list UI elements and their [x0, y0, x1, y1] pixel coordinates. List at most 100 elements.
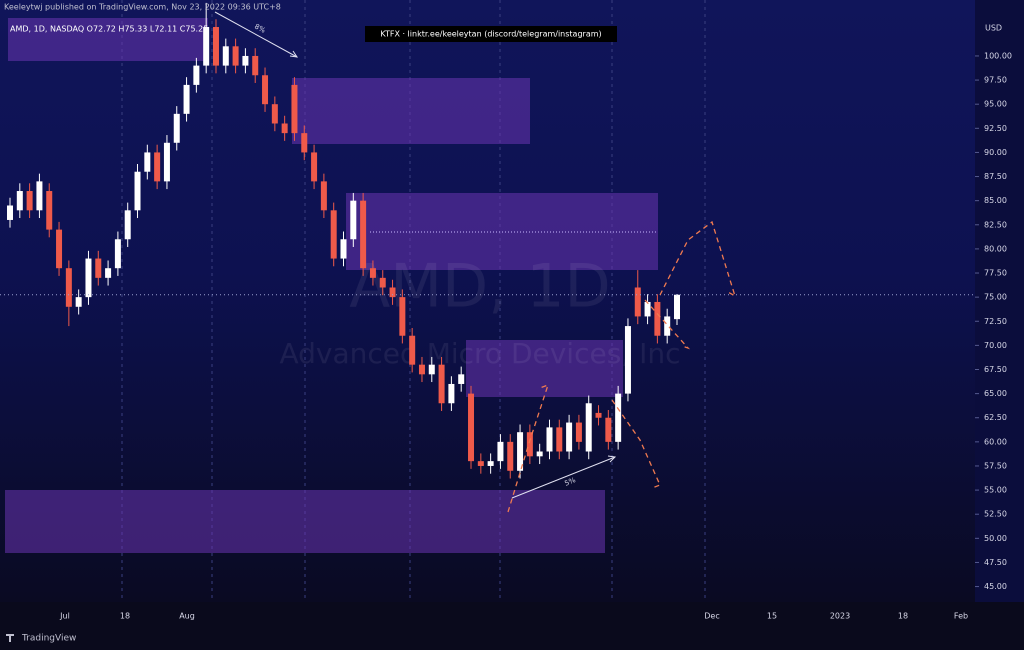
y-tick-label: 70.00	[984, 341, 1007, 350]
candle-body	[291, 84, 298, 134]
candles	[0, 2, 975, 479]
candle-body	[95, 258, 102, 278]
candle-body	[105, 268, 112, 278]
candle-body	[16, 191, 23, 211]
candle-body	[340, 239, 347, 259]
published-note: Keeleytwj published on TradingView.com, …	[4, 3, 281, 12]
candle-body	[379, 277, 386, 288]
candle-body	[634, 287, 641, 317]
candle-body	[664, 316, 671, 336]
y-tick-label: 55.00	[984, 486, 1007, 495]
candle-body	[154, 152, 161, 182]
y-tick-label: 62.50	[984, 413, 1007, 422]
price-axis	[975, 0, 1024, 602]
candle-body	[56, 229, 63, 269]
candle-body	[615, 393, 622, 442]
y-tick-label: 65.00	[984, 389, 1007, 398]
x-tick-label: Feb	[954, 612, 968, 621]
candle-body	[517, 432, 524, 471]
x-tick-label: 15	[767, 612, 777, 621]
candle-body	[605, 417, 612, 442]
candle-body	[271, 104, 278, 124]
candle-body	[350, 200, 357, 240]
brand-logo	[6, 634, 14, 642]
watermark-subtitle: Advanced Micro Devices, Inc	[279, 337, 680, 370]
candle-body	[46, 191, 53, 230]
candle-body	[242, 55, 249, 66]
candle-body	[546, 427, 553, 452]
candle-body	[75, 297, 82, 307]
candle-body	[526, 432, 533, 457]
brand: TradingView	[21, 634, 76, 644]
symbol-info: AMD, 1D, NASDAQ O72.72 H75.33 L72.11 C75…	[10, 25, 208, 34]
candle-body	[7, 205, 13, 220]
y-tick-label: 60.00	[984, 437, 1007, 446]
candle-body	[232, 46, 239, 66]
candle-body	[556, 427, 563, 452]
y-tick-label: 77.50	[984, 269, 1007, 278]
x-tick-label: 18	[898, 612, 908, 621]
candle-body	[301, 133, 308, 153]
y-tick-label: 67.50	[984, 365, 1007, 374]
candle-body	[369, 268, 376, 278]
y-tick-label: 82.50	[984, 220, 1007, 229]
candle-body	[674, 294, 680, 320]
candle-body	[114, 239, 121, 269]
y-tick-label: 52.50	[984, 510, 1007, 519]
candle-body	[85, 258, 92, 298]
candle-body	[203, 27, 210, 66]
candle-body	[399, 297, 406, 336]
y-tick-label: 87.50	[984, 172, 1007, 181]
candle-body	[595, 412, 602, 418]
candle-body	[468, 393, 475, 462]
y-tick-label: 90.00	[984, 148, 1007, 157]
y-tick-label: 100.00	[984, 51, 1012, 60]
time-axis	[0, 602, 1024, 650]
y-tick-label: 80.00	[984, 244, 1007, 253]
y-tick-label: 45.00	[984, 582, 1007, 591]
candle-body	[654, 301, 661, 336]
candle-body	[193, 65, 200, 85]
y-tick-label: 50.00	[984, 534, 1007, 543]
candle-body	[389, 287, 396, 298]
candle-body	[320, 181, 327, 211]
candle-body	[134, 171, 141, 211]
candle-body	[497, 441, 504, 462]
y-tick-label: 92.50	[984, 124, 1007, 133]
candle-body	[212, 27, 219, 66]
projections	[507, 220, 737, 513]
arrow-label: 5%	[564, 476, 578, 488]
candle-body	[183, 84, 190, 114]
candle-body	[487, 461, 494, 466]
x-tick-label: Aug	[179, 612, 195, 621]
candle-body	[458, 374, 465, 384]
y-tick-label: 85.00	[984, 196, 1007, 205]
candle-body	[262, 75, 269, 105]
candle-body	[448, 383, 455, 404]
candle-body	[281, 123, 288, 134]
candle-body	[428, 364, 435, 375]
annotation-box	[365, 26, 617, 42]
candle-body	[311, 152, 318, 182]
y-tick-label: 72.50	[984, 317, 1007, 326]
candle-body	[163, 142, 170, 182]
x-tick-label: 2023	[830, 612, 850, 621]
candle-body	[585, 403, 592, 452]
candle-body	[477, 461, 484, 466]
candle-body	[644, 301, 651, 317]
candle-body	[144, 152, 151, 172]
y-tick-label: 95.00	[984, 100, 1007, 109]
candle-body	[507, 441, 514, 471]
candle-body	[173, 113, 180, 143]
candle-body	[409, 335, 416, 365]
candle-body	[438, 364, 445, 404]
candle-body	[222, 46, 229, 66]
y-tick-label: 57.50	[984, 461, 1007, 470]
candle-body	[536, 451, 543, 457]
candle-body	[252, 55, 259, 76]
candle-body	[566, 422, 573, 452]
candle-body	[624, 326, 631, 394]
x-tick-label: Jul	[59, 612, 70, 621]
